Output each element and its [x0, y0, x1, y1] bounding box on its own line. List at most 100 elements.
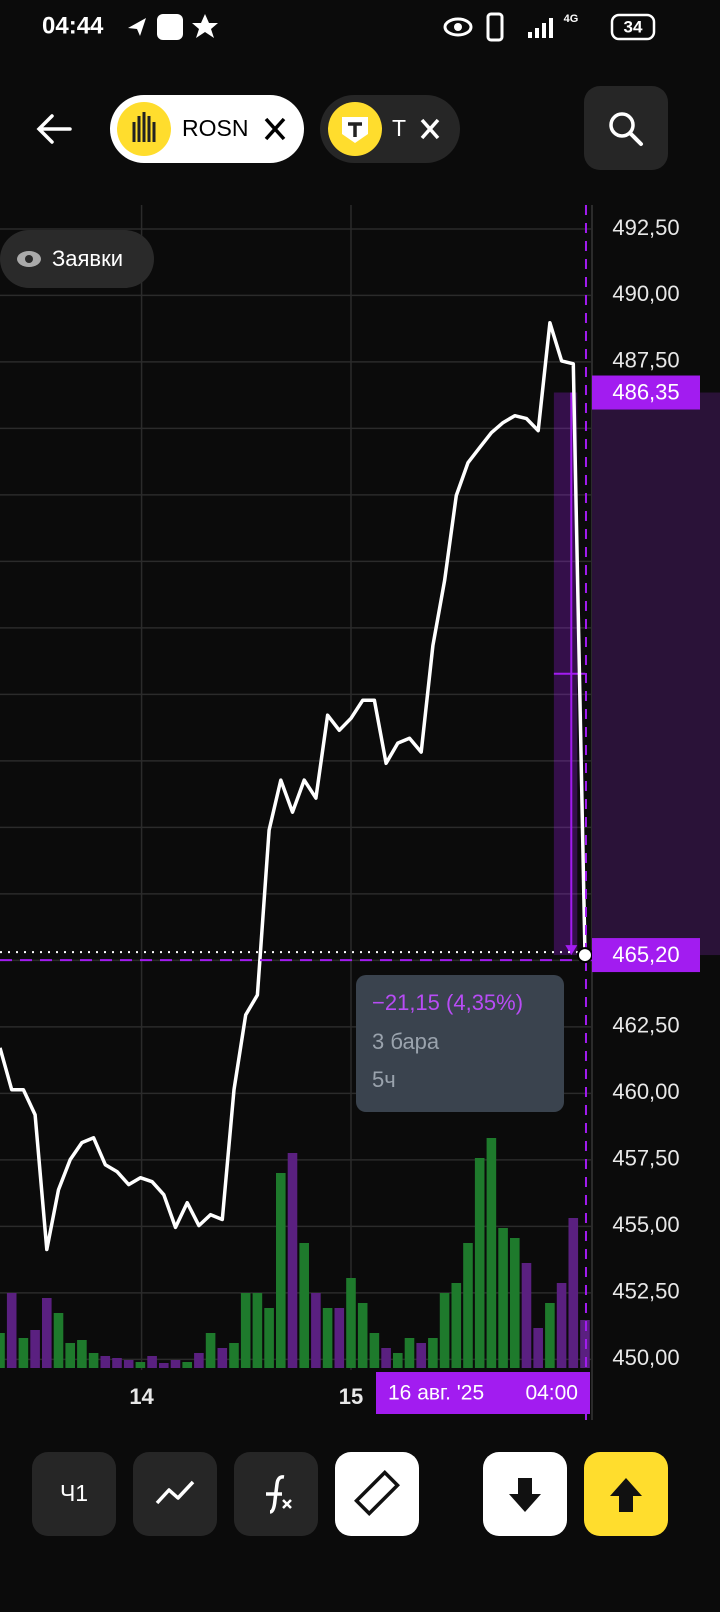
y-tick-label: 457,50 [612, 1146, 679, 1171]
volume-bar [147, 1356, 157, 1368]
ruler-button[interactable] [335, 1452, 419, 1536]
volume-bar [53, 1313, 64, 1368]
volume-bar [416, 1343, 426, 1368]
last-point [576, 947, 593, 964]
volume-bar [545, 1303, 555, 1368]
volume-bar [346, 1278, 356, 1368]
eye-pupil [25, 255, 33, 263]
volume-bar [170, 1360, 181, 1368]
x-tick-label: 15 [339, 1384, 363, 1409]
volume-bar [77, 1340, 87, 1368]
star-icon [192, 14, 218, 38]
volume-bar [498, 1228, 508, 1368]
rosn-logo-mark [132, 112, 156, 142]
volume-bar [123, 1360, 134, 1368]
volume-bar [275, 1173, 286, 1368]
chart-type-icon [155, 1480, 195, 1505]
volume-bar [334, 1308, 345, 1368]
volume-bar [322, 1308, 333, 1368]
indicators-icon-x [282, 1499, 292, 1509]
volume-bar [42, 1298, 52, 1368]
y-tick-label: 492,50 [612, 215, 679, 240]
volume-bar [65, 1343, 75, 1368]
signal-icon [528, 18, 553, 38]
axis-range-highlight [592, 392, 720, 956]
orders-chip-label: Заявки [52, 246, 123, 271]
volume-bar [287, 1153, 298, 1368]
buy-icon [610, 1478, 642, 1512]
indicators-icon [266, 1475, 285, 1514]
app-icon [157, 14, 183, 40]
volume-bar [100, 1356, 111, 1368]
y-tick-label: 460,00 [612, 1079, 679, 1104]
battery-outline [610, 13, 656, 41]
y-tick-label: 490,00 [612, 281, 679, 306]
price-label-box [592, 938, 700, 973]
y-tick-label: 462,50 [612, 1013, 679, 1038]
volume-bar [521, 1263, 532, 1368]
interval-button[interactable] [32, 1452, 116, 1536]
volume-bar [299, 1243, 309, 1368]
volume-bar [88, 1353, 99, 1368]
price-line [0, 321, 587, 1252]
crosshair-time: 04:00 [525, 1382, 578, 1405]
price-label: 465,20 [612, 942, 679, 967]
volume-bar [556, 1283, 567, 1368]
volume-bar [533, 1328, 543, 1368]
x-tick-label: 14 [129, 1384, 154, 1409]
chart: 450,00 452,50 455,00 457,50 460,00 462,50 465,… [0, 205, 720, 1420]
volume-bar [18, 1338, 29, 1368]
volume-bar [381, 1348, 391, 1368]
volume-bar [474, 1158, 485, 1368]
volume-bar [311, 1293, 321, 1368]
volume-bar [428, 1338, 438, 1368]
crosshair-date: 16 авг. '25 [388, 1382, 484, 1405]
volume-bar [392, 1353, 403, 1368]
price-label: 486,35 [612, 379, 679, 404]
volume-bar [486, 1138, 497, 1368]
volume-bar [369, 1333, 380, 1368]
volume-bar [6, 1293, 17, 1368]
volume-bar [30, 1330, 40, 1368]
tab-close[interactable] [264, 117, 286, 141]
y-tick-label: 455,00 [612, 1212, 679, 1237]
search-button[interactable] [584, 86, 668, 170]
y-tick-label: 452,50 [612, 1279, 679, 1304]
location-icon [128, 18, 146, 36]
volume-bar [158, 1363, 169, 1368]
sell-icon [509, 1478, 541, 1512]
search-icon-handle [628, 131, 643, 146]
measure-bars: 3 бара [372, 1029, 440, 1054]
back-button[interactable] [36, 114, 72, 144]
y-tick-label: 487,50 [612, 348, 679, 373]
crosshair-label-box [376, 1372, 590, 1414]
battery-level: 34 [624, 17, 643, 36]
measure-tooltip [356, 975, 564, 1112]
measure-change: −21,15 (4,35%) [372, 990, 523, 1015]
eye-pupil [454, 23, 462, 31]
volume-bar [182, 1362, 192, 1368]
eye-icon [443, 17, 473, 37]
volume-bar [252, 1293, 263, 1368]
t-logo-mark [348, 122, 362, 137]
status-time: 04:44 [42, 12, 104, 39]
volume-bar [439, 1293, 450, 1368]
tab-label: T [392, 115, 406, 141]
volume-bar [205, 1333, 216, 1368]
network-type: 4G [564, 13, 579, 25]
volume-bar [451, 1283, 462, 1368]
volume-bar [463, 1243, 473, 1368]
measure-arrowhead [565, 945, 578, 956]
price-label-box [592, 375, 700, 410]
volume-bar [404, 1338, 415, 1368]
volume-bar [135, 1362, 146, 1368]
volume-bar [217, 1348, 228, 1368]
volume-bar [568, 1218, 579, 1368]
orders-chip[interactable] [0, 230, 154, 288]
tab-close[interactable] [420, 118, 440, 140]
measure-duration: 5ч [372, 1067, 396, 1092]
ruler-icon [354, 1470, 400, 1516]
